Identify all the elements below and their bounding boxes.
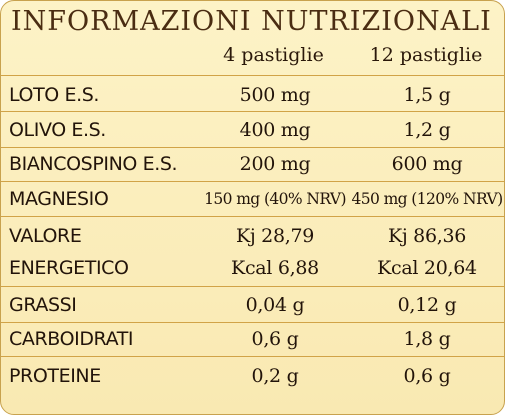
- value-12-valore: Kj 86,36: [387, 225, 467, 247]
- value-12-energetico: Kcal 20,64: [377, 257, 477, 279]
- row-label-magnesio: MAGNESIO: [9, 188, 109, 210]
- divider: [1, 75, 504, 76]
- divider: [1, 216, 504, 217]
- value-12-magnesio: 450 mg (120% NRV): [351, 190, 503, 208]
- value-4-valore: Kj 28,79: [235, 225, 315, 247]
- divider: [1, 147, 504, 148]
- divider: [1, 181, 504, 182]
- row-label-proteine: PROTEINE: [9, 365, 101, 387]
- value-4-magnesio: 150 mg (40% NRV): [204, 190, 346, 208]
- value-12-carboidrati: 1,8 g: [403, 328, 451, 350]
- panel-title: INFORMAZIONI NUTRIZIONALI: [11, 6, 492, 37]
- value-12-loto: 1,5 g: [403, 84, 451, 106]
- divider: [1, 356, 504, 357]
- value-4-energetico: Kcal 6,88: [231, 257, 319, 279]
- value-4-loto: 500 mg: [239, 84, 311, 106]
- value-12-biancospino: 600 mg: [391, 153, 463, 175]
- value-4-proteine: 0,2 g: [251, 365, 299, 387]
- row-label-biancospino: BIANCOSPINO E.S.: [9, 153, 178, 175]
- column-header-4-tablets: 4 pastiglie: [223, 44, 324, 66]
- row-label-grassi: GRASSI: [9, 294, 77, 316]
- column-header-12-tablets: 12 pastiglie: [369, 44, 483, 66]
- divider: [1, 322, 504, 323]
- value-4-carboidrati: 0,6 g: [251, 328, 299, 350]
- row-label-loto: LOTO E.S.: [9, 84, 100, 106]
- value-12-olivo: 1,2 g: [403, 119, 451, 141]
- value-4-biancospino: 200 mg: [239, 153, 311, 175]
- divider: [1, 286, 504, 287]
- row-label-carboidrati: CARBOIDRATI: [9, 328, 134, 350]
- row-label-energetico: ENERGETICO: [9, 257, 129, 279]
- value-12-proteine: 0,6 g: [403, 365, 451, 387]
- value-12-grassi: 0,12 g: [397, 294, 457, 316]
- divider: [1, 111, 504, 112]
- value-4-olivo: 400 mg: [239, 119, 311, 141]
- value-4-grassi: 0,04 g: [245, 294, 305, 316]
- row-label-olivo: OLIVO E.S.: [9, 119, 106, 141]
- row-label-valore: VALORE: [9, 225, 82, 247]
